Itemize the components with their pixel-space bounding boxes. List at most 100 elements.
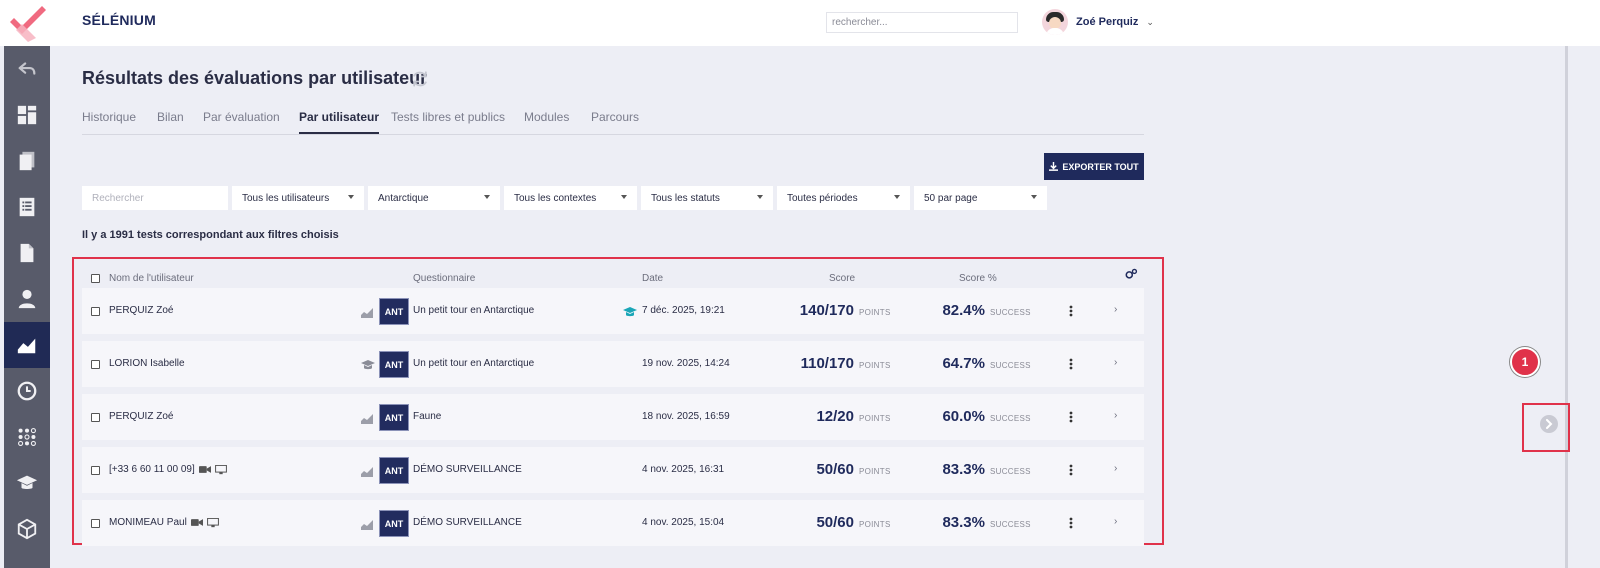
table-row[interactable]: MONIMEAU Paul ANT DÉMO SURVEILLANCE 4 no… bbox=[82, 500, 1144, 546]
next-arrow-icon[interactable] bbox=[1540, 415, 1558, 433]
chart-area-icon bbox=[17, 338, 36, 354]
columns-settings-icon[interactable] bbox=[1124, 268, 1138, 280]
user-name-text: PERQUIZ Zoé bbox=[109, 411, 174, 422]
filter-region-select[interactable]: Antarctique bbox=[368, 186, 500, 210]
quiz-badge: ANT bbox=[379, 404, 409, 431]
sidebar-item-list[interactable] bbox=[4, 184, 50, 230]
results-count: Il y a 1991 tests correspondant aux filt… bbox=[82, 229, 339, 241]
sidebar-item-training[interactable] bbox=[4, 460, 50, 506]
filter-users-select[interactable]: Tous les utilisateurs bbox=[232, 186, 364, 210]
scrollbar-track[interactable] bbox=[1565, 46, 1568, 568]
quiz-badge: ANT bbox=[379, 510, 409, 537]
filter-search[interactable] bbox=[82, 186, 228, 210]
row-quiz: Un petit tour en Antarctique bbox=[413, 305, 535, 316]
row-checkbox[interactable] bbox=[91, 519, 100, 528]
header-score[interactable]: Score bbox=[829, 273, 856, 284]
sidebar-item-documents[interactable] bbox=[4, 138, 50, 184]
top-bar: SÉLÉNIUM Zoé Perquiz ⌄ bbox=[0, 0, 1600, 46]
filter-users-value: Tous les utilisateurs bbox=[242, 192, 330, 204]
row-checkbox[interactable] bbox=[91, 360, 100, 369]
filter-search-input[interactable] bbox=[92, 192, 218, 204]
sidebar-item-packages[interactable] bbox=[4, 506, 50, 552]
chevron-right-icon[interactable]: › bbox=[1114, 304, 1118, 315]
annotation-marker: 1 bbox=[1510, 347, 1540, 377]
quiz-badge: ANT bbox=[379, 457, 409, 484]
more-options-icon[interactable] bbox=[1067, 410, 1075, 424]
chart-icon bbox=[361, 464, 373, 477]
row-score-percent-unit: SUCCESS bbox=[990, 520, 1031, 529]
tab-modules[interactable]: Modules bbox=[524, 110, 570, 124]
filter-periods-select[interactable]: Toutes périodes bbox=[777, 186, 910, 210]
download-icon bbox=[1049, 162, 1059, 171]
tab-par-utilisateur[interactable]: Par utilisateur bbox=[299, 110, 380, 134]
row-user-name: [+33 6 60 11 00 09] bbox=[109, 464, 227, 475]
row-date: 19 nov. 2025, 14:24 bbox=[642, 358, 730, 369]
caret-down-icon bbox=[894, 195, 900, 199]
sidebar-item-users[interactable] bbox=[4, 276, 50, 322]
table-row[interactable]: PERQUIZ Zoé ANT Faune 18 nov. 2025, 16:5… bbox=[82, 394, 1144, 440]
documents-stack-icon bbox=[19, 151, 35, 171]
row-quiz: DÉMO SURVEILLANCE bbox=[413, 517, 522, 528]
row-checkbox[interactable] bbox=[91, 413, 100, 422]
graduation-cap-icon bbox=[361, 358, 375, 370]
more-options-icon[interactable] bbox=[1067, 304, 1075, 318]
filter-statuses-value: Tous les statuts bbox=[651, 192, 720, 204]
header-user-name[interactable]: Nom de l'utilisateur bbox=[109, 273, 194, 284]
filter-statuses-select[interactable]: Tous les statuts bbox=[641, 186, 773, 210]
more-options-icon[interactable] bbox=[1067, 463, 1075, 477]
caret-down-icon bbox=[348, 195, 354, 199]
refresh-icon[interactable] bbox=[410, 69, 430, 89]
sidebar bbox=[4, 46, 50, 568]
row-score-unit: POINTS bbox=[859, 308, 891, 317]
chart-icon bbox=[361, 411, 373, 424]
select-all-checkbox[interactable] bbox=[91, 274, 100, 283]
next-button-highlight[interactable] bbox=[1522, 403, 1570, 452]
tab-tests-libres[interactable]: Tests libres et publics bbox=[391, 110, 506, 124]
row-score-unit: POINTS bbox=[859, 520, 891, 529]
chart-icon bbox=[361, 305, 373, 318]
row-date: 4 nov. 2025, 16:31 bbox=[642, 464, 725, 475]
user-menu[interactable]: Zoé Perquiz ⌄ bbox=[1042, 8, 1154, 36]
header-date[interactable]: Date bbox=[642, 273, 664, 284]
app-logo-icon[interactable] bbox=[8, 2, 48, 42]
list-icon bbox=[19, 197, 35, 217]
sidebar-item-results[interactable] bbox=[4, 322, 50, 368]
table-row[interactable]: [+33 6 60 11 00 09] ANT DÉMO SURVEILLANC… bbox=[82, 447, 1144, 493]
chevron-right-icon[interactable]: › bbox=[1114, 516, 1118, 527]
tab-historique[interactable]: Historique bbox=[82, 110, 137, 124]
quiz-badge: ANT bbox=[379, 298, 409, 325]
row-date: 18 nov. 2025, 16:59 bbox=[642, 411, 730, 422]
more-options-icon[interactable] bbox=[1067, 516, 1075, 530]
sidebar-item-back[interactable] bbox=[4, 46, 50, 92]
export-all-button[interactable]: EXPORTER TOUT bbox=[1044, 153, 1144, 180]
file-icon bbox=[20, 243, 34, 263]
global-search-input[interactable] bbox=[826, 12, 1018, 33]
chevron-right-icon[interactable]: › bbox=[1114, 410, 1118, 421]
filter-contexts-select[interactable]: Tous les contextes bbox=[504, 186, 637, 210]
table-row[interactable]: LORION Isabelle ANT Un petit tour en Ant… bbox=[82, 341, 1144, 387]
sidebar-item-history[interactable] bbox=[4, 368, 50, 414]
sidebar-item-dashboard[interactable] bbox=[4, 92, 50, 138]
app-brand[interactable]: SÉLÉNIUM bbox=[82, 12, 156, 28]
tab-par-evaluation[interactable]: Par évaluation bbox=[203, 110, 280, 124]
tab-bilan[interactable]: Bilan bbox=[157, 110, 184, 124]
header-quiz[interactable]: Questionnaire bbox=[413, 273, 476, 284]
sidebar-item-file[interactable] bbox=[4, 230, 50, 276]
caret-down-icon bbox=[1031, 195, 1037, 199]
more-options-icon[interactable] bbox=[1067, 357, 1075, 371]
filter-per-page-select[interactable]: 50 par page bbox=[914, 186, 1047, 210]
filter-periods-value: Toutes périodes bbox=[787, 192, 858, 204]
user-icon bbox=[18, 289, 36, 309]
chevron-right-icon[interactable]: › bbox=[1114, 357, 1118, 368]
row-checkbox[interactable] bbox=[91, 466, 100, 475]
row-date: 4 nov. 2025, 15:04 bbox=[642, 517, 725, 528]
monitor-icon bbox=[206, 517, 219, 528]
header-score-percent[interactable]: Score % bbox=[959, 273, 997, 284]
row-checkbox[interactable] bbox=[91, 307, 100, 316]
tab-parcours[interactable]: Parcours bbox=[591, 110, 640, 124]
chevron-right-icon[interactable]: › bbox=[1114, 463, 1118, 474]
sidebar-item-modules[interactable] bbox=[4, 414, 50, 460]
camera-icon bbox=[190, 518, 203, 527]
table-row[interactable]: PERQUIZ Zoé ANT Un petit tour en Antarct… bbox=[82, 288, 1144, 334]
user-name-text: PERQUIZ Zoé bbox=[109, 305, 174, 316]
